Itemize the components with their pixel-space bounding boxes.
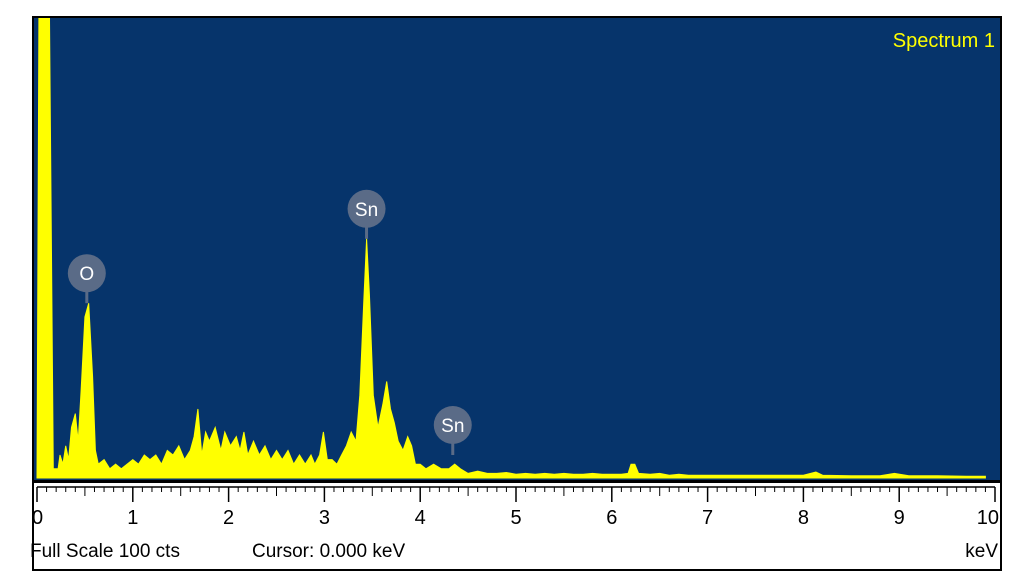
- annotation-layer: O Sn Sn: [67, 189, 472, 455]
- marker-label: Sn: [441, 416, 464, 437]
- x-tick-label: 6: [606, 507, 617, 529]
- marker-badge: [433, 406, 472, 444]
- chart-title: Spectrum 1: [893, 30, 995, 52]
- axis-panel-border: [32, 481, 1002, 571]
- marker-label: Sn: [355, 200, 378, 221]
- marker-label: O: [79, 264, 94, 285]
- x-axis: 0 1 2 3 4 5 6 7 8 9 10: [32, 486, 999, 529]
- x-tick-label: 1: [127, 507, 138, 529]
- element-marker-1[interactable]: Sn: [347, 189, 386, 239]
- x-tick-label: 5: [510, 507, 521, 529]
- x-tick-label: 3: [319, 507, 330, 529]
- x-tick-label: 4: [415, 507, 426, 529]
- element-marker-0[interactable]: O: [67, 254, 106, 304]
- x-tick-label: 2: [223, 507, 234, 529]
- x-tick-label: 0: [32, 507, 43, 529]
- x-tick-label: 10: [977, 507, 999, 529]
- x-axis-unit-label: keV: [965, 541, 998, 562]
- spectrum-series-0: [36, 17, 986, 479]
- marker-badge: [347, 189, 386, 228]
- cursor-readout: Cursor: 0.000 keV: [252, 541, 405, 562]
- x-tick-label: 7: [702, 507, 713, 529]
- spectrum-layer: [36, 17, 986, 479]
- x-tick-label: 9: [894, 507, 905, 529]
- x-tick-label: 8: [798, 507, 809, 529]
- plot-area[interactable]: [33, 17, 1001, 481]
- full-scale-label: Full Scale 100 cts: [30, 541, 180, 562]
- element-marker-2[interactable]: Sn: [433, 406, 472, 455]
- marker-badge: [67, 254, 106, 293]
